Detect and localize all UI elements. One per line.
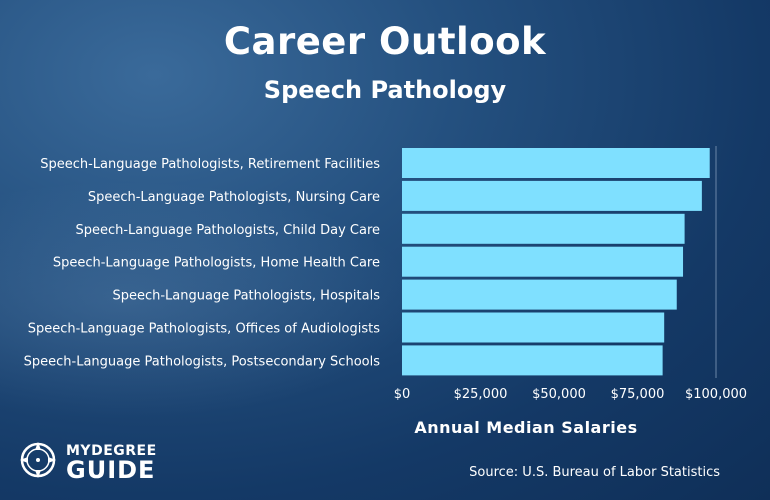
bar <box>402 312 665 343</box>
category-label: Speech-Language Pathologists, Hospitals <box>112 289 380 304</box>
mydegree-guide-logo: MYDEGREE GUIDE <box>18 438 158 484</box>
logo-text-bottom: GUIDE <box>66 456 156 484</box>
x-tick-label: $100,000 <box>685 387 747 402</box>
source-note: Source: U.S. Bureau of Labor Statistics <box>469 465 720 480</box>
bar <box>402 213 685 244</box>
category-label: Speech-Language Pathologists, Postsecond… <box>24 354 381 369</box>
category-label: Speech-Language Pathologists, Retirement… <box>40 157 380 172</box>
logo-text-top: MYDEGREE <box>66 443 157 459</box>
category-label: Speech-Language Pathologists, Offices of… <box>28 322 380 337</box>
x-tick-label: $0 <box>394 387 411 402</box>
bar <box>402 345 663 376</box>
bar <box>402 148 710 178</box>
category-label: Speech-Language Pathologists, Home Healt… <box>53 256 380 271</box>
bar <box>402 180 702 211</box>
compass-icon <box>20 442 56 478</box>
category-label: Speech-Language Pathologists, Child Day … <box>75 223 380 238</box>
chart-title: Career Outlook <box>223 20 547 63</box>
chart-subtitle: Speech Pathology <box>263 76 507 104</box>
bar <box>402 279 677 310</box>
x-tick-label: $75,000 <box>611 387 665 402</box>
category-label: Speech-Language Pathologists, Nursing Ca… <box>88 190 380 205</box>
x-tick-label: $50,000 <box>532 387 586 402</box>
x-axis-label: Annual Median Salaries <box>414 418 637 437</box>
x-tick-label: $25,000 <box>454 387 508 402</box>
bar <box>402 246 684 277</box>
